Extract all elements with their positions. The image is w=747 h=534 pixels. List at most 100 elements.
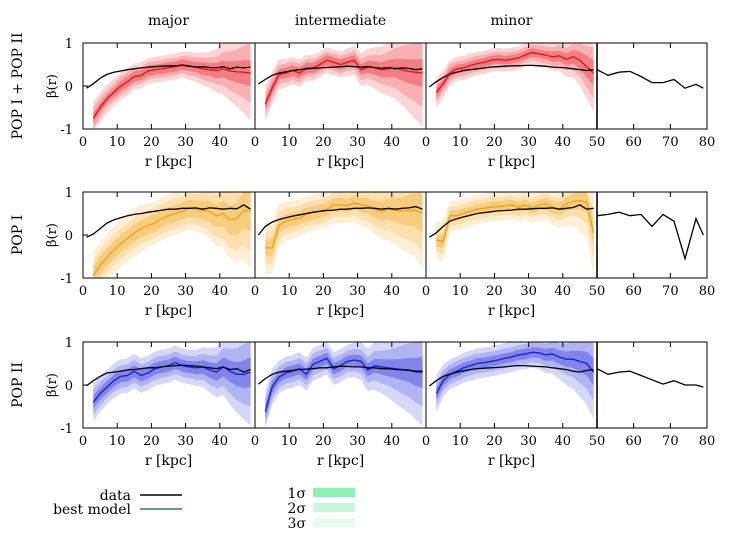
data-line-row0-1 [258, 65, 423, 85]
x-tick-label: 70 [662, 284, 679, 299]
x-tick-label: 40 [384, 284, 401, 299]
best-model-line-row1-2 [436, 199, 595, 243]
x-tick-label: 50 [589, 284, 606, 299]
x-tick-label: 10 [281, 434, 298, 449]
x-tick-label: 40 [555, 284, 572, 299]
x-tick-label: 0 [251, 434, 259, 449]
x-tick-label: 10 [109, 135, 126, 150]
y-axis-label: β(r) [45, 74, 60, 98]
x-tick-label: 0 [251, 135, 259, 150]
row-label-pop-i: POP I [10, 215, 26, 255]
legend-2sigma-swatch [313, 503, 355, 512]
legend: data best model 1σ 2σ 3σ [53, 486, 355, 532]
band-s1-row2-2 [436, 347, 594, 400]
y-tick-label: 1 [65, 186, 73, 201]
row-1: -1 0 1 β(r) 0 10 20 30 40 0 10 20 30 40 0 10 20 30 40 50 60 7… [45, 186, 715, 319]
column-title-intermediate: intermediate [295, 13, 386, 29]
band-s2-row2-0 [93, 342, 251, 416]
band-s1-row0-2 [436, 48, 594, 98]
band-s1-row1-2 [436, 192, 594, 248]
best-model-line-row1-0 [92, 207, 251, 277]
row-label-pop-i-pop-ii: POP I + POP II [10, 33, 26, 140]
row-label-pop-ii: POP II [10, 362, 26, 408]
x-axis-label: r [kpc] [145, 303, 192, 319]
x-tick-label: 30 [520, 434, 537, 449]
x-tick-label: 40 [212, 434, 229, 449]
x-axis-label: r [kpc] [488, 453, 535, 469]
x-tick-label: 0 [422, 284, 430, 299]
x-tick-label: 70 [662, 135, 679, 150]
x-tick-label: 40 [212, 284, 229, 299]
y-tick-label: 0 [65, 229, 73, 244]
y-tick-label: 0 [65, 80, 73, 95]
legend-2sigma-label: 2σ [288, 501, 307, 517]
x-tick-label: 0 [79, 434, 87, 449]
x-tick-label: 40 [384, 135, 401, 150]
x-tick-label: 40 [384, 434, 401, 449]
x-tick-label: 10 [452, 135, 469, 150]
column-title-minor: minor [491, 13, 533, 29]
x-tick-label: 60 [625, 434, 642, 449]
y-tick-label: -1 [60, 272, 73, 287]
x-tick-label: 30 [177, 434, 194, 449]
x-tick-label: 40 [212, 135, 229, 150]
x-axis-label: r [kpc] [488, 303, 535, 319]
x-tick-label: 0 [422, 135, 430, 150]
x-tick-label: 10 [281, 284, 298, 299]
x-tick-label: 30 [349, 434, 366, 449]
x-tick-label: 50 [589, 434, 606, 449]
data-line-row0-0 [86, 64, 251, 89]
data-line-row1-0 [86, 204, 251, 238]
data-line-row2-1 [257, 365, 423, 385]
x-tick-label: 10 [452, 434, 469, 449]
x-tick-label: 20 [143, 135, 160, 150]
best-model-line-row1-1 [265, 202, 423, 249]
data-line-row0-2 [429, 64, 594, 88]
legend-3sigma-label: 3σ [288, 516, 307, 532]
data-line-extended-row0 [596, 69, 704, 89]
x-tick-label: 80 [699, 135, 716, 150]
x-tick-label: 30 [349, 284, 366, 299]
best-model-line-row2-2 [435, 351, 595, 394]
best-model-line-row0-0 [92, 63, 251, 119]
x-tick-label: 10 [452, 284, 469, 299]
x-tick-label: 20 [315, 284, 332, 299]
band-s2-row0-1 [265, 43, 423, 115]
x-axis-label: r [kpc] [317, 453, 364, 469]
x-tick-label: 30 [177, 284, 194, 299]
x-tick-label: 60 [625, 284, 642, 299]
band-s1-row0-0 [93, 59, 251, 124]
x-tick-label: 40 [555, 135, 572, 150]
x-tick-label: 0 [251, 284, 259, 299]
x-tick-label: 20 [486, 135, 503, 150]
y-axis-label: β(r) [45, 373, 60, 397]
x-axis-label: r [kpc] [317, 303, 364, 319]
x-tick-label: 20 [315, 135, 332, 150]
column-title-major: major [148, 13, 189, 29]
legend-best-model-label: best model [53, 502, 131, 518]
x-tick-label: 10 [109, 434, 126, 449]
x-tick-label: 0 [79, 135, 87, 150]
best-model-line-row2-1 [264, 357, 423, 412]
y-axis-label: β(r) [45, 223, 60, 247]
x-tick-label: 30 [349, 135, 366, 150]
x-axis-label: r [kpc] [317, 154, 364, 170]
x-axis-label: r [kpc] [488, 154, 535, 170]
x-tick-label: 0 [422, 434, 430, 449]
legend-1sigma-swatch [313, 488, 355, 497]
x-tick-label: 80 [699, 434, 716, 449]
data-line-row1-1 [257, 205, 423, 236]
x-tick-label: 10 [281, 135, 298, 150]
data-line-row2-0 [86, 364, 251, 387]
x-tick-label: 30 [177, 135, 194, 150]
y-tick-label: -1 [60, 422, 73, 437]
legend-1sigma-label: 1σ [288, 486, 307, 502]
legend-data-label: data [100, 488, 131, 504]
x-tick-label: 70 [662, 434, 679, 449]
data-line-extended-row1 [596, 211, 704, 261]
y-tick-label: 1 [65, 336, 73, 351]
y-tick-label: 0 [65, 379, 73, 394]
legend-3sigma-swatch [313, 518, 355, 527]
